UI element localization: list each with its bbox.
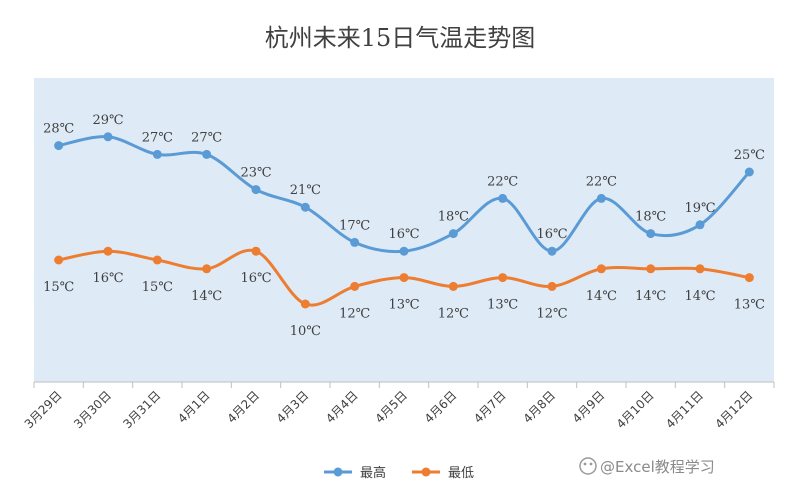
data-point	[596, 264, 606, 274]
data-label: 29℃	[92, 113, 123, 128]
data-label: 22℃	[487, 174, 518, 189]
data-point	[103, 246, 113, 256]
data-label: 18℃	[635, 210, 666, 225]
data-point	[744, 273, 754, 283]
data-point	[103, 132, 113, 142]
data-point	[448, 281, 458, 291]
data-label: 14℃	[191, 289, 222, 304]
data-label: 16℃	[388, 227, 419, 242]
data-point	[695, 264, 705, 274]
data-point	[448, 229, 458, 239]
series-high: 28℃ 29℃ 27℃ 27℃ 23℃ 21℃ 17℃ 16℃ 18℃ 22℃ 16℃ 22℃ 18℃ 1…	[43, 113, 765, 256]
data-label: 27℃	[191, 130, 222, 145]
data-point	[646, 264, 656, 274]
data-point	[498, 273, 508, 283]
legend-item: 最低	[412, 466, 474, 481]
data-label: 15℃	[142, 280, 173, 295]
series-line	[57, 135, 751, 254]
data-point	[646, 229, 656, 239]
data-label: 12℃	[438, 306, 469, 321]
data-label: 28℃	[43, 122, 74, 137]
data-label: 13℃	[487, 298, 518, 313]
data-point	[399, 273, 409, 283]
watermark: @Excel教程学习	[579, 457, 715, 476]
data-label: 23℃	[240, 166, 271, 181]
data-label: 16℃	[92, 271, 123, 286]
data-point	[251, 246, 261, 256]
data-label: 27℃	[142, 130, 173, 145]
data-point	[547, 246, 557, 256]
legend-label: 最低	[448, 466, 474, 481]
data-label: 14℃	[684, 289, 715, 304]
data-point	[498, 193, 508, 203]
data-label: 21℃	[290, 183, 321, 198]
data-label: 10℃	[290, 324, 321, 339]
data-label: 17℃	[339, 218, 370, 233]
data-label: 25℃	[734, 148, 765, 163]
data-point	[350, 237, 360, 247]
data-point	[744, 167, 754, 177]
data-point	[399, 246, 409, 256]
data-label: 16℃	[536, 227, 567, 242]
x-axis-ticks	[33, 382, 775, 388]
series-layer: 28℃ 29℃ 27℃ 27℃ 23℃ 21℃ 17℃ 16℃ 18℃ 22℃ 16℃ 22℃ 18℃ 1…	[43, 113, 765, 339]
watermark-text: @Excel教程学习	[600, 458, 715, 476]
legend-marker	[421, 467, 431, 477]
data-point	[350, 281, 360, 291]
data-point	[152, 255, 162, 265]
legend-item: 最高	[324, 465, 386, 481]
data-point	[152, 149, 162, 159]
data-point	[695, 220, 705, 230]
series-low: 15℃ 16℃ 15℃ 14℃ 16℃ 10℃ 12℃ 13℃ 12℃ 13℃ 12℃ 14℃ 14℃ 1…	[43, 246, 765, 339]
watermark-logo-icon	[579, 457, 597, 475]
legend: 最高 最低	[324, 465, 474, 481]
data-label: 13℃	[734, 298, 765, 313]
data-point	[547, 281, 557, 291]
data-label: 15℃	[43, 280, 74, 295]
data-point	[300, 299, 310, 309]
data-label: 12℃	[536, 306, 567, 321]
legend-marker	[333, 467, 343, 477]
data-label: 13℃	[388, 298, 419, 313]
data-label: 14℃	[586, 289, 617, 304]
data-label: 14℃	[635, 289, 666, 304]
data-point	[202, 149, 212, 159]
data-label: 22℃	[586, 174, 617, 189]
legend-label: 最高	[360, 465, 386, 481]
watermark-logo-eye-right-icon	[589, 462, 593, 466]
data-point	[251, 185, 261, 195]
data-label: 16℃	[240, 271, 271, 286]
data-point	[54, 141, 64, 151]
data-point	[596, 193, 606, 203]
data-point	[54, 255, 64, 265]
chart-title: 杭州未来15日气温走势图	[265, 24, 536, 52]
data-label: 19℃	[684, 201, 715, 216]
data-label: 12℃	[339, 306, 370, 321]
data-point	[300, 202, 310, 212]
data-point	[202, 264, 212, 274]
watermark-logo-eye-left-icon	[583, 462, 587, 466]
data-label: 18℃	[438, 210, 469, 225]
